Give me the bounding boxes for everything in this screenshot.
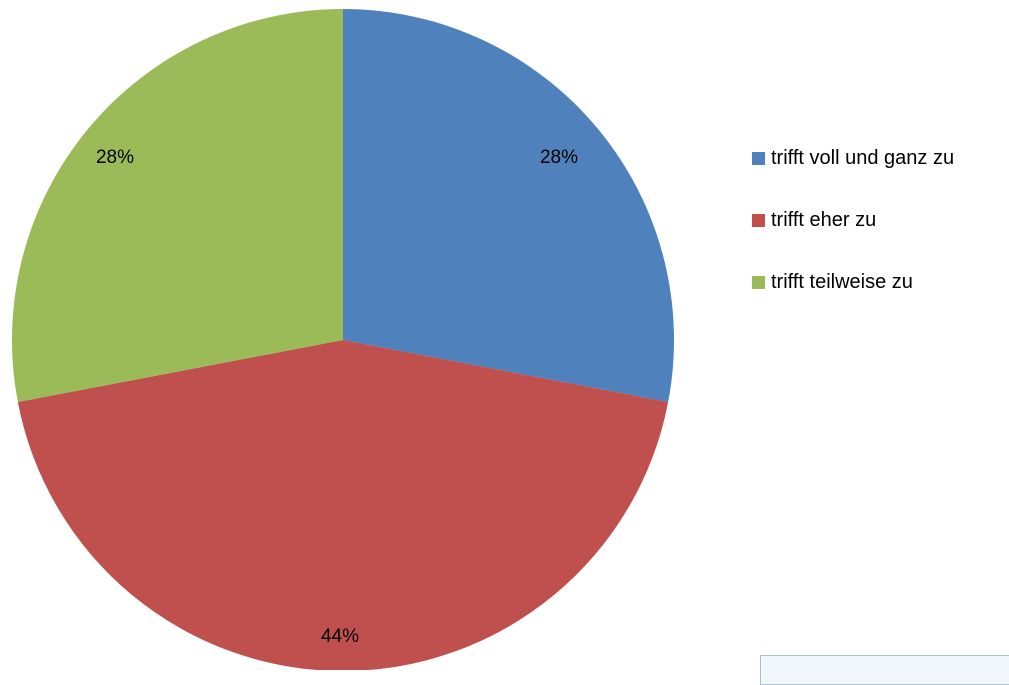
legend-label: trifft voll und ganz zu [771, 146, 955, 169]
legend-swatch [752, 213, 765, 227]
slice-label-1: 28% [540, 147, 578, 168]
legend-swatch [752, 151, 765, 165]
footer-panel [760, 655, 1009, 685]
legend-item-1: trifft voll und ganz zu [752, 146, 954, 170]
pie-slice-1 [343, 9, 674, 403]
legend-label: trifft eher zu [771, 208, 877, 231]
slice-label-2: 44% [321, 626, 359, 647]
legend-label: trifft teilweise zu [771, 270, 913, 293]
pie-slice-3 [11, 9, 344, 403]
legend-swatch [752, 275, 765, 289]
pie-slice-2 [17, 340, 669, 670]
legend: trifft voll und ganz zu trifft eher zu tri… [752, 146, 954, 332]
legend-item-2: trifft eher zu [752, 208, 954, 232]
pie-chart: 28% 44% 28% [11, 9, 674, 670]
legend-item-3: trifft teilweise zu [752, 270, 954, 294]
slice-label-3: 28% [96, 147, 134, 168]
